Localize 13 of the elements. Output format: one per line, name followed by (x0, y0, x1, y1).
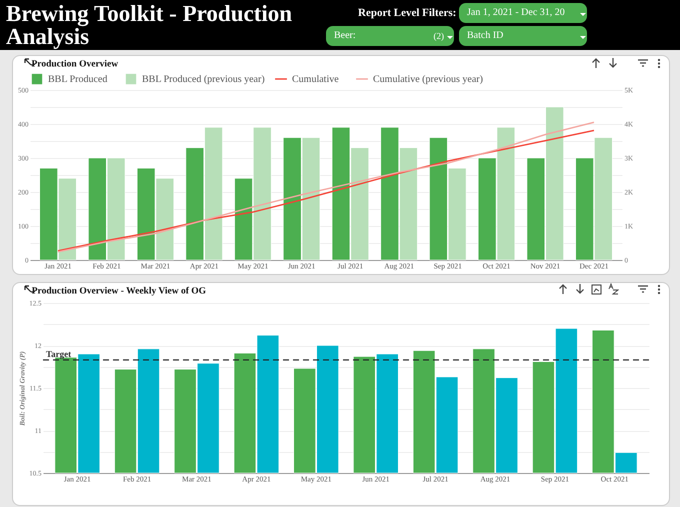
chart-title: Production Overview (32, 60, 118, 70)
legend-label: Cumulative (292, 74, 340, 85)
text: Brewing Toolkit - Production Analysis (6, 1, 294, 49)
text: Batch ID (459, 26, 587, 46)
text: (2) (434, 30, 444, 43)
chart-title: Production Overview - Weekly View of OG (32, 286, 207, 296)
text: Beer: (334, 30, 356, 41)
legend-label: BBL Produced (48, 74, 108, 86)
legend-label: Cumulative (previous year) (373, 74, 483, 85)
text: Report Level Filters: (358, 7, 456, 19)
ref-line-label: Target (46, 348, 72, 359)
legend-label: BBL Produced (previous year) (142, 74, 265, 86)
text: Jan 1, 2021 - Dec 31, 20 (459, 3, 587, 23)
